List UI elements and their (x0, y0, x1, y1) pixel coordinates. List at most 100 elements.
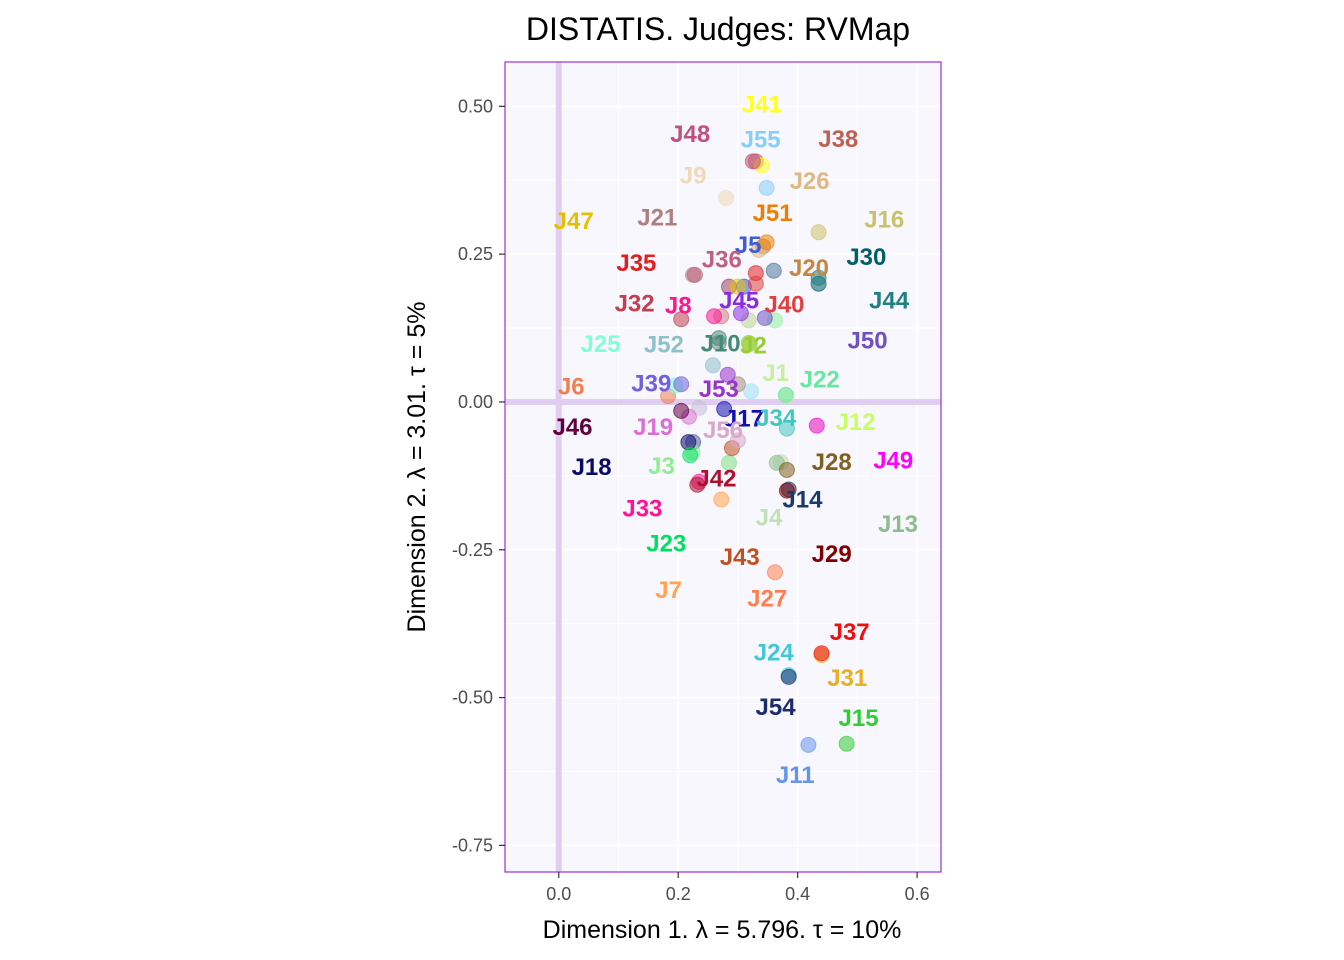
x-tick-label: 0.6 (905, 884, 930, 904)
data-point-j53 (719, 366, 736, 383)
point-label-j11: J11 (776, 762, 815, 789)
point-label-j56: J56 (703, 417, 743, 444)
x-tick-label: 0.0 (546, 884, 571, 904)
point-label-j23: J23 (646, 530, 686, 557)
y-tick-label: 0.50 (458, 96, 493, 116)
data-point-j47 (729, 278, 746, 295)
point-label-j31: J31 (827, 665, 867, 692)
point-label-j17: J17 (724, 406, 764, 433)
point-label-j32: J32 (615, 290, 655, 317)
point-label-j16: J16 (864, 206, 904, 233)
point-label-j42: J42 (696, 465, 736, 492)
point-label-j20: J20 (789, 255, 829, 282)
point-label-j38: J38 (818, 126, 858, 153)
data-point-j36 (686, 266, 703, 283)
data-point-j34 (778, 420, 795, 437)
point-label-j40: J40 (764, 292, 804, 319)
point-label-j4: J4 (756, 504, 783, 531)
point-label-j37: J37 (830, 619, 870, 646)
point-label-j24: J24 (754, 640, 795, 667)
data-point-j46 (673, 402, 690, 419)
point-label-j35: J35 (616, 250, 656, 277)
point-label-j43: J43 (720, 544, 760, 571)
x-tick-label: 0.2 (666, 884, 691, 904)
point-label-j18: J18 (572, 454, 612, 481)
point-label-j26: J26 (790, 168, 830, 195)
point-label-j30: J30 (846, 244, 886, 271)
point-label-j47: J47 (554, 208, 594, 235)
y-tick-label: -0.50 (452, 688, 493, 708)
point-label-j45: J45 (719, 287, 759, 314)
point-label-j21: J21 (637, 205, 677, 232)
x-axis-title: Dimension 1. λ = 5.796. τ = 10% (543, 916, 902, 944)
y-tick-label: -0.75 (452, 835, 493, 855)
point-label-j25: J25 (581, 331, 621, 358)
point-label-j22: J22 (800, 367, 840, 394)
data-point-j9 (717, 189, 734, 206)
data-point (691, 399, 708, 416)
data-point-j16 (810, 224, 827, 241)
point-label-j52: J52 (644, 332, 684, 359)
point-label-j28: J28 (812, 449, 852, 476)
point-label-j1: J1 (762, 360, 789, 387)
data-point-j2 (740, 334, 757, 351)
data-point-j55 (758, 179, 775, 196)
point-label-j7: J7 (655, 577, 682, 604)
point-label-j41: J41 (742, 92, 782, 119)
point-label-j27: J27 (747, 585, 787, 612)
point-label-j13: J13 (878, 511, 918, 538)
data-point-j56 (729, 432, 746, 449)
point-label-j12: J12 (836, 409, 876, 436)
point-label-j3: J3 (648, 453, 675, 480)
data-point-j32 (673, 311, 690, 328)
y-axis-title: Dimension 2. λ = 3.01. τ = 5% (403, 302, 431, 633)
data-point-j23 (682, 447, 699, 464)
point-label-j39: J39 (631, 371, 671, 398)
data-point-j39 (673, 376, 690, 393)
data-point-j48 (744, 153, 761, 170)
point-label-j5: J5 (735, 232, 762, 259)
point-label-j50: J50 (848, 328, 888, 355)
point-label-j10: J10 (701, 331, 741, 358)
plot-border (504, 61, 942, 873)
x-tick-label: 0.4 (785, 884, 810, 904)
point-label-j19: J19 (633, 414, 673, 441)
data-point-j10 (710, 330, 727, 347)
point-label-j44: J44 (869, 287, 910, 314)
data-point-j51 (758, 234, 775, 251)
data-point-j45 (732, 305, 749, 322)
point-label-j14: J14 (782, 487, 823, 514)
point-label-j33: J33 (622, 495, 662, 522)
data-point-j8 (706, 308, 723, 325)
data-point (743, 383, 760, 400)
data-point-j22 (777, 386, 794, 403)
data-point-j11 (800, 736, 817, 753)
point-label-j54: J54 (756, 694, 797, 721)
point-label-j51: J51 (753, 200, 793, 227)
data-point-j52 (704, 357, 721, 374)
data-point-j40 (747, 275, 764, 292)
y-tick-label: -0.25 (452, 540, 493, 560)
point-label-j29: J29 (812, 541, 852, 568)
data-point-j54 (780, 668, 797, 685)
chart-title: DISTATIS. Judges: RVMap (526, 11, 910, 47)
data-point-j29 (778, 482, 795, 499)
point-label-j2: J2 (740, 332, 767, 359)
data-points (660, 153, 855, 753)
axis-ticks: 0.0 0.2 0.4 0.6 0.50 0.25 0.00 -0.25 -0.50 -0.75 (452, 96, 930, 904)
point-label-j53: J53 (699, 376, 739, 403)
point-label-j9: J9 (680, 163, 707, 190)
point-label-j36: J36 (702, 247, 742, 274)
data-point-j37 (813, 645, 830, 662)
data-point-j27 (766, 564, 783, 581)
y-tick-label: 0.00 (458, 392, 493, 412)
point-label-j46: J46 (552, 414, 592, 441)
data-point (765, 262, 782, 279)
data-point-j17 (716, 401, 733, 418)
data-point-j28 (778, 461, 795, 478)
y-tick-label: 0.25 (458, 244, 493, 264)
data-point-j42 (689, 476, 706, 493)
point-label-j48: J48 (670, 121, 710, 148)
